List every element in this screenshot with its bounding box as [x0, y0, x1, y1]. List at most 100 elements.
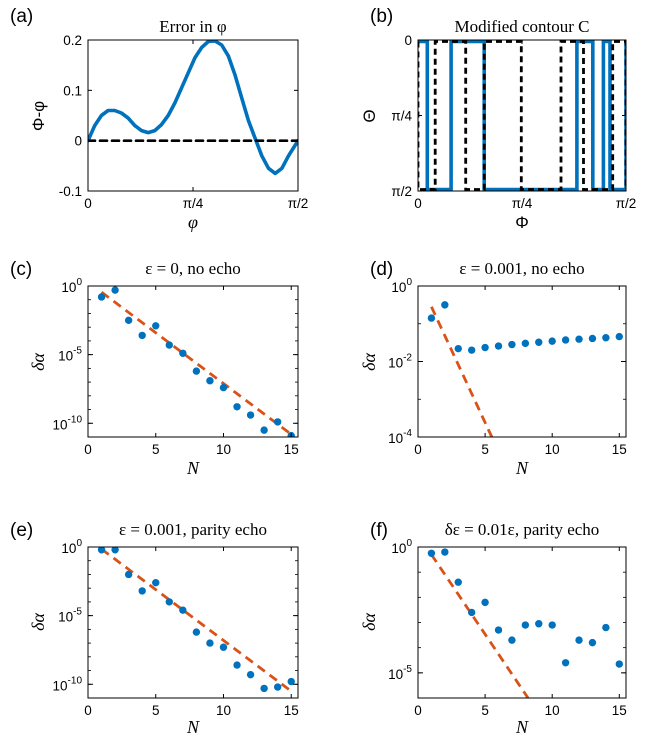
- data-point: [219, 383, 228, 392]
- y-tick-exponent: 0: [406, 538, 412, 549]
- x-tick-label: 0: [84, 196, 92, 211]
- panel-title: ε = 0, no echo: [145, 259, 241, 278]
- y-tick-base: 10: [391, 280, 406, 295]
- y-tick-label: 100: [61, 277, 82, 295]
- data-point: [602, 623, 610, 632]
- axes-box: [417, 546, 627, 699]
- x-tick-label: 0: [414, 442, 422, 457]
- data-point: [233, 661, 241, 669]
- data-point: [588, 334, 597, 343]
- data-layer: [427, 548, 623, 698]
- y-tick-label: π/4: [391, 109, 412, 124]
- data-point: [273, 683, 282, 691]
- y-tick-label: 10-5: [58, 607, 82, 625]
- y-tick-label: 0: [74, 134, 82, 149]
- y-tick-label: 10-5: [388, 664, 412, 682]
- data-point: [152, 322, 160, 330]
- x-axis-label: N: [515, 717, 529, 737]
- y-tick-exponent: 0: [76, 277, 82, 288]
- data-point: [521, 621, 530, 629]
- data-point: [481, 598, 489, 607]
- data-point: [273, 418, 282, 426]
- y-tick-base: 10: [53, 678, 68, 693]
- fit-line: [430, 553, 530, 698]
- data-layer: [97, 547, 295, 693]
- panel-letter: (d): [370, 259, 393, 280]
- panel-letter: (e): [10, 520, 33, 541]
- data-point: [508, 340, 516, 349]
- y-tick-base: 10: [58, 610, 73, 625]
- x-tick-label: π/2: [288, 196, 309, 211]
- data-point: [192, 367, 201, 375]
- x-tick-label: 15: [284, 442, 299, 457]
- x-tick-label: 0: [414, 703, 422, 718]
- y-tick-label: 10-2: [388, 353, 412, 371]
- data-layer: [427, 301, 623, 437]
- panel-a: (a) Error in φ0 π/4 π/20.20.10-0.1φΦ-φ: [10, 6, 308, 232]
- data-point: [124, 570, 133, 579]
- data-point: [548, 337, 556, 345]
- data-point: [548, 621, 556, 629]
- data-point: [179, 349, 187, 357]
- data-point: [192, 628, 201, 636]
- data-point: [165, 341, 173, 349]
- data-point: [615, 332, 623, 341]
- x-tick-label: 5: [152, 442, 160, 457]
- data-point: [561, 336, 570, 344]
- y-axis-label: Φ-φ: [29, 101, 48, 131]
- x-tick-label: 15: [612, 703, 627, 718]
- axes-box: [87, 546, 299, 699]
- data-point: [179, 606, 187, 614]
- y-tick-label: 10-10: [53, 675, 83, 693]
- panel-title: ε = 0.001, parity echo: [119, 520, 267, 539]
- y-tick-label: 100: [391, 277, 412, 295]
- x-tick-label: 10: [545, 442, 560, 457]
- data-point: [521, 339, 530, 348]
- x-tick-label: 10: [216, 703, 231, 718]
- data-point: [441, 301, 449, 309]
- data-point: [206, 377, 214, 385]
- y-axis-label: δα: [28, 613, 48, 631]
- panel-title: Error in φ: [159, 17, 227, 36]
- y-tick-exponent: 0: [406, 277, 412, 288]
- data-point: [615, 660, 623, 668]
- x-tick-label: 5: [152, 703, 160, 718]
- y-tick-base: 10: [58, 349, 73, 364]
- data-point: [494, 342, 503, 350]
- panel-title: Modified contour C: [454, 17, 589, 36]
- panel-b: (b) Modified contour C0 π/4 π/20π/4π/2ΦΘ: [360, 6, 636, 232]
- y-tick-label: π/2: [391, 184, 412, 199]
- data-point: [454, 578, 462, 586]
- data-point: [233, 403, 241, 411]
- x-tick-label: 5: [481, 703, 489, 718]
- x-tick-label: 15: [612, 442, 627, 457]
- panel-letter: (f): [370, 520, 388, 541]
- x-tick-label: 0: [84, 442, 92, 457]
- fit-line: [430, 306, 494, 437]
- data-point: [219, 643, 228, 651]
- data-point: [441, 548, 449, 556]
- original-contour-line: [418, 40, 626, 191]
- y-tick-exponent: -2: [403, 353, 412, 364]
- y-tick-label: 0.1: [63, 83, 82, 98]
- data-point: [508, 636, 516, 644]
- data-point: [138, 587, 146, 595]
- data-layer: [97, 286, 295, 437]
- y-axis-label: Θ: [360, 109, 379, 122]
- x-tick-label: 15: [284, 703, 299, 718]
- y-tick-label: 10-10: [53, 414, 83, 432]
- data-point: [575, 335, 583, 343]
- data-point: [124, 316, 133, 325]
- data-point: [260, 426, 268, 434]
- panel-title: ε = 0.001, no echo: [459, 259, 584, 278]
- y-tick-label: 0: [404, 33, 412, 48]
- data-point: [494, 626, 503, 634]
- data-point: [602, 334, 610, 342]
- data-point: [165, 598, 173, 606]
- error-curve: [88, 40, 298, 176]
- y-tick-label: -0.1: [59, 184, 82, 199]
- y-tick-exponent: -10: [68, 414, 83, 425]
- axes-box: [87, 285, 299, 438]
